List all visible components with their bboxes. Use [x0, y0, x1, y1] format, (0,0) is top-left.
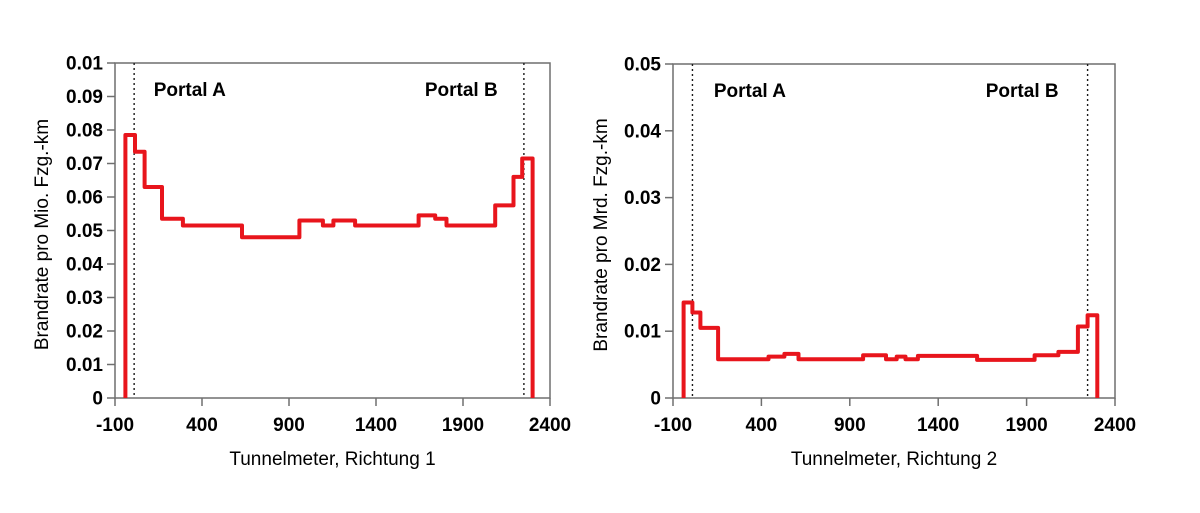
x-tick-label: 400: [746, 415, 778, 436]
y-tick-label: 0.01: [66, 54, 103, 75]
y-tick-label: 0.08: [66, 121, 103, 142]
brandrate-step-line: [681, 300, 1100, 398]
y-tick-label: 0.01: [624, 322, 661, 343]
y-tick-label: 0.09: [66, 87, 103, 108]
x-tick-label: 2400: [529, 415, 571, 436]
y-axis-title: Brandrate pro Mio. Fzg.-km: [32, 119, 53, 350]
y-tick-label: 0: [92, 389, 103, 410]
x-tick-label: 1400: [355, 415, 397, 436]
x-tick-label: 900: [273, 415, 305, 436]
brandrate-step-line: [123, 133, 535, 398]
chart-richtung-2: 0 0.01 0.02 0.03 0.04 0.05 -100 400 900 1400 1900 2…: [591, 55, 1136, 471]
x-tick-label: 2400: [1094, 415, 1136, 436]
y-tick-label: 0.05: [624, 55, 661, 76]
y-tick-label: 0.03: [66, 288, 103, 309]
plot-border: [114, 62, 551, 399]
y-tick-label: 0.01: [66, 355, 103, 376]
y-tick-label: 0: [650, 389, 661, 410]
y-tick-label: 0.02: [66, 322, 103, 343]
portal-label: Portal A: [154, 80, 226, 101]
y-tick-label: 0.06: [66, 188, 103, 209]
x-tick-label: 1900: [1005, 415, 1047, 436]
x-tick-label: -100: [96, 415, 134, 436]
x-tick-label: 1400: [917, 415, 959, 436]
plot-border: [672, 63, 1116, 399]
y-axis-title: Brandrate pro Mrd. Fzg.-km: [591, 118, 612, 351]
x-tick-label: 900: [834, 415, 866, 436]
chart-richtung-1: 0 0.01 0.02 0.03 0.04 0.05 0.06 0.07 0.08 0.09 0.0…: [32, 54, 571, 471]
portal-label: Portal A: [714, 81, 786, 102]
y-tick-label: 0.03: [624, 188, 661, 209]
x-tick-label: 400: [186, 415, 218, 436]
y-tick-label: 0.05: [66, 221, 103, 242]
x-tick-label: 1900: [442, 415, 484, 436]
portal-label: Portal B: [986, 81, 1059, 102]
y-tick-label: 0.04: [66, 255, 103, 276]
y-tick-label: 0.07: [66, 154, 103, 175]
portal-label: Portal B: [425, 80, 498, 101]
x-axis-title: Tunnelmeter, Richtung 2: [791, 449, 997, 470]
y-tick-label: 0.04: [624, 121, 661, 142]
x-axis-title: Tunnelmeter, Richtung 1: [229, 449, 435, 470]
x-tick-label: -100: [654, 415, 692, 436]
y-tick-label: 0.02: [624, 255, 661, 276]
